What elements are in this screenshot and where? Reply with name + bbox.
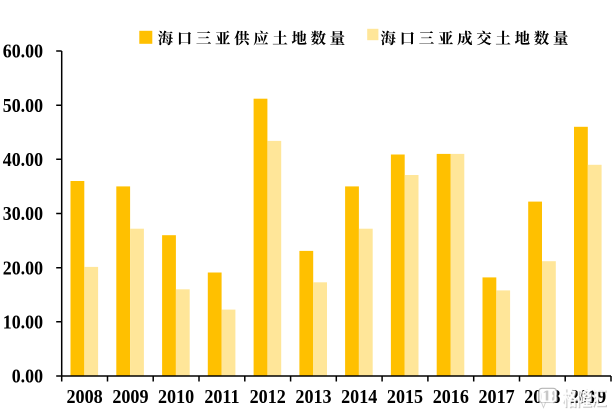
svg-text:2013: 2013 [295,386,331,408]
svg-text:2016: 2016 [433,386,469,408]
svg-text:60.00: 60.00 [3,41,43,63]
svg-text:2017: 2017 [479,386,516,408]
svg-text:2008: 2008 [67,386,103,408]
svg-text:2014: 2014 [341,386,378,408]
svg-text:30.00: 30.00 [3,203,43,225]
svg-text:2015: 2015 [387,386,423,408]
svg-text:2010: 2010 [158,386,194,408]
svg-text:10.00: 10.00 [3,312,43,334]
svg-text:20.00: 20.00 [3,257,43,279]
svg-text:2009: 2009 [112,386,148,408]
svg-text:2012: 2012 [250,386,286,408]
svg-text:40.00: 40.00 [3,149,43,171]
svg-text:2011: 2011 [204,386,239,408]
svg-text:50.00: 50.00 [3,95,43,117]
svg-text:0.00: 0.00 [12,366,43,388]
